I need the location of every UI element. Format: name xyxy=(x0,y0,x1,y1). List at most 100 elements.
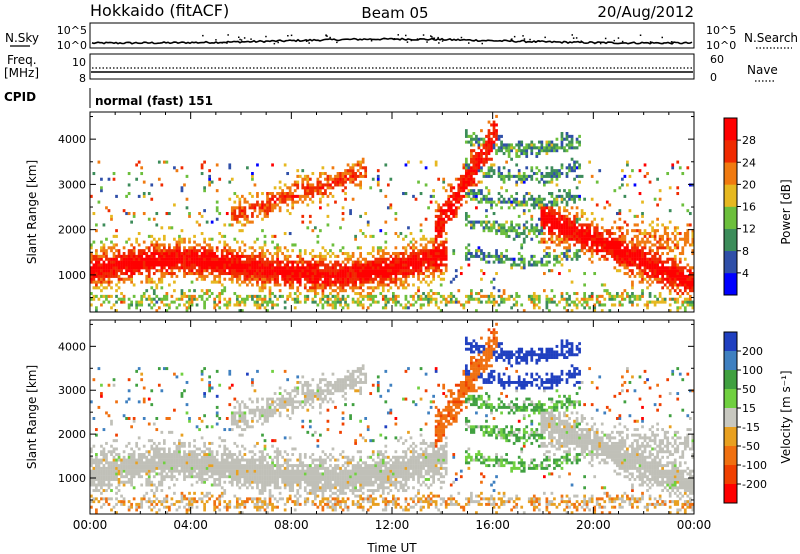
power-cell xyxy=(203,292,206,296)
power-cell xyxy=(336,300,340,304)
power-cell xyxy=(550,146,554,150)
power-cell xyxy=(575,206,579,210)
power-cell xyxy=(334,280,337,284)
power-cell xyxy=(100,289,103,293)
power-cell xyxy=(535,229,539,233)
velocity-cell xyxy=(105,469,108,473)
power-cell xyxy=(180,257,184,261)
power-cell xyxy=(351,254,355,258)
power-cell xyxy=(570,166,574,170)
velocity-cell xyxy=(130,502,133,506)
power-cell xyxy=(306,289,310,293)
power-cell xyxy=(311,254,315,258)
power-cell xyxy=(313,283,317,287)
power-cell xyxy=(321,286,325,290)
power-cell xyxy=(661,272,664,276)
power-cell xyxy=(303,186,307,190)
power-cell xyxy=(132,249,136,253)
velocity-cell xyxy=(122,458,126,462)
power-cell xyxy=(170,266,174,270)
power-cell xyxy=(379,277,383,281)
power-cell xyxy=(482,160,486,164)
power-cell xyxy=(142,240,146,244)
nsearch-point xyxy=(308,42,310,44)
power-cell xyxy=(218,266,222,270)
power-cell xyxy=(293,306,297,310)
power-cell xyxy=(648,234,652,238)
power-cell xyxy=(334,306,337,310)
power-cell xyxy=(200,294,204,298)
power-cell xyxy=(263,243,267,247)
power-cell xyxy=(397,266,400,270)
power-cell xyxy=(439,223,443,227)
power-cell xyxy=(286,266,290,270)
power-cell xyxy=(628,260,632,264)
velocity-cell xyxy=(142,494,146,498)
power-cell xyxy=(105,269,108,273)
power-cell xyxy=(117,269,121,273)
power-cell xyxy=(691,277,695,281)
power-cell xyxy=(545,254,549,258)
power-cell xyxy=(286,186,290,190)
power-cell xyxy=(530,143,534,147)
power-cell xyxy=(686,286,690,290)
power-cell xyxy=(583,272,586,276)
power-cell xyxy=(510,149,513,153)
power-cell xyxy=(641,254,644,258)
power-cell xyxy=(173,260,176,264)
power-cell xyxy=(271,254,274,258)
power-cell xyxy=(281,192,284,196)
power-cell xyxy=(470,166,473,170)
power-cell xyxy=(220,234,224,238)
power-cell xyxy=(339,286,342,290)
power-cell xyxy=(610,232,614,236)
power-cell xyxy=(185,266,189,270)
power-cell xyxy=(671,280,675,284)
power-cell xyxy=(525,200,529,204)
power-cell xyxy=(130,257,133,261)
power-cell xyxy=(356,272,360,276)
power-cell xyxy=(132,294,136,298)
power-cell xyxy=(354,263,357,267)
power-cell xyxy=(555,260,559,264)
power-cell xyxy=(515,263,519,267)
power-cell xyxy=(268,206,272,210)
power-cell xyxy=(671,277,675,281)
velocity-cell xyxy=(120,502,123,506)
power-cell xyxy=(439,240,443,244)
power-cell xyxy=(394,280,398,284)
power-cell xyxy=(188,214,191,218)
power-cell xyxy=(653,263,657,267)
power-cell xyxy=(417,272,420,276)
velocity-cell xyxy=(127,453,131,456)
power-cell xyxy=(470,226,473,230)
power-cell xyxy=(535,197,539,201)
power-cell xyxy=(392,277,395,281)
power-cell xyxy=(198,249,201,253)
power-cell xyxy=(464,166,468,170)
power-cell xyxy=(638,192,642,196)
power-cell xyxy=(225,212,229,216)
power-cell xyxy=(575,140,579,144)
power-cell xyxy=(432,254,435,258)
power-cell xyxy=(480,152,483,156)
power-cell xyxy=(203,266,206,270)
power-cell xyxy=(543,237,546,241)
power-cell xyxy=(633,252,637,256)
power-cell xyxy=(331,272,335,276)
power-cell xyxy=(107,272,111,276)
power-cell xyxy=(462,177,466,181)
power-cell xyxy=(256,306,259,310)
power-cell xyxy=(381,289,385,293)
velocity-cell xyxy=(115,511,118,515)
nsearch-point xyxy=(227,34,229,36)
power-cell xyxy=(432,243,435,247)
power-cell xyxy=(570,157,574,161)
power-cell xyxy=(636,249,639,253)
power-cell xyxy=(188,252,191,256)
power-cell xyxy=(646,257,649,261)
power-cell xyxy=(308,197,312,201)
power-cell xyxy=(379,266,383,270)
velocity-cell xyxy=(95,486,98,490)
power-cell xyxy=(686,280,690,284)
